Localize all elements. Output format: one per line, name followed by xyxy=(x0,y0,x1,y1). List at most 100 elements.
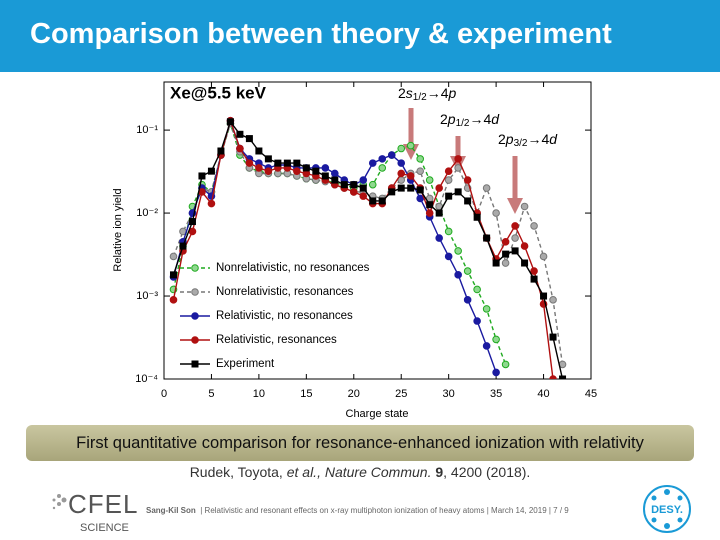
marker xyxy=(416,155,425,163)
marker xyxy=(331,169,339,178)
marker xyxy=(368,159,377,167)
legend-label: Nonrelativistic, no resonances xyxy=(216,262,370,274)
marker xyxy=(245,159,254,167)
marker xyxy=(492,259,500,267)
marker xyxy=(492,335,500,344)
marker xyxy=(530,267,538,275)
marker xyxy=(463,296,472,304)
x-tick-label: 40 xyxy=(537,388,549,400)
marker xyxy=(191,360,199,368)
marker xyxy=(321,172,329,180)
x-tick-label: 20 xyxy=(348,388,360,400)
footer: Sang-Kil Son | Relativistic and resonant… xyxy=(146,506,569,515)
marker xyxy=(549,333,557,341)
marker xyxy=(217,147,225,155)
marker xyxy=(539,252,548,261)
marker xyxy=(340,181,348,189)
plot-series xyxy=(169,116,567,379)
x-tick-label: 25 xyxy=(395,388,407,400)
marker xyxy=(435,184,443,192)
marker xyxy=(530,275,538,283)
marker xyxy=(473,285,481,294)
citation: Rudek, Toyota, et al., Nature Commun. 9,… xyxy=(189,464,531,480)
marker xyxy=(407,184,415,192)
marker xyxy=(359,176,368,184)
marker xyxy=(425,209,434,217)
marker xyxy=(454,247,462,255)
marker xyxy=(520,202,529,211)
marker xyxy=(236,130,244,138)
marker xyxy=(463,267,472,275)
x-axis-label: Charge state xyxy=(346,408,409,420)
marker xyxy=(321,164,330,172)
marker xyxy=(454,271,462,279)
slide-title: Comparison between theory & experiment xyxy=(30,18,612,50)
x-tick-label: 15 xyxy=(300,388,312,400)
marker xyxy=(283,159,291,167)
marker xyxy=(549,375,557,379)
marker xyxy=(207,167,215,175)
logo-subtext: SCIENCE xyxy=(80,522,129,534)
marker xyxy=(435,209,443,217)
marker xyxy=(359,184,367,192)
marker xyxy=(549,296,557,304)
marker xyxy=(492,368,500,377)
marker xyxy=(264,167,273,175)
marker xyxy=(274,159,282,167)
y-tick-label: 10⁻² xyxy=(136,207,158,219)
marker xyxy=(349,188,358,196)
marker xyxy=(559,375,567,379)
marker xyxy=(463,176,472,184)
marker xyxy=(416,167,425,175)
marker xyxy=(369,197,377,205)
annotation: 2p3/2→4d xyxy=(498,131,558,149)
annotation: 2s1/2→4p xyxy=(398,85,457,103)
desy-logo: DESY. xyxy=(643,485,691,533)
chart-title: Xe@5.5 keV xyxy=(170,83,267,102)
marker xyxy=(255,164,263,172)
marker xyxy=(501,360,510,369)
marker xyxy=(416,186,424,194)
legend-label: Nonrelativistic, resonances xyxy=(216,286,354,298)
marker xyxy=(444,167,453,175)
marker xyxy=(454,155,462,163)
marker xyxy=(191,288,199,296)
marker xyxy=(245,135,253,143)
marker xyxy=(482,305,491,313)
marker xyxy=(397,184,405,192)
marker xyxy=(406,172,415,180)
y-tick-label: 10⁻³ xyxy=(136,290,158,302)
marker xyxy=(387,151,396,159)
marker xyxy=(435,234,443,242)
marker xyxy=(473,213,481,221)
marker xyxy=(293,167,301,175)
annotation-arrows xyxy=(403,108,523,214)
marker xyxy=(473,317,481,325)
marker xyxy=(378,164,387,172)
marker xyxy=(191,264,199,272)
logo-text: DESY. xyxy=(651,504,683,516)
marker xyxy=(331,176,339,184)
marker xyxy=(444,227,453,236)
marker xyxy=(501,259,510,267)
marker xyxy=(501,238,510,246)
marker xyxy=(521,259,529,267)
marker xyxy=(444,176,453,184)
legend-label: Relativistic, no resonances xyxy=(216,310,353,322)
legend-label: Experiment xyxy=(216,358,275,370)
plot-frame xyxy=(163,81,592,380)
marker xyxy=(368,180,377,189)
legend-label: Relativistic, resonances xyxy=(216,334,337,346)
x-tick-label: 5 xyxy=(208,388,214,400)
x-tick-label: 30 xyxy=(443,388,455,400)
banner: First quantitative comparison for resona… xyxy=(26,425,694,461)
marker xyxy=(520,242,529,250)
chart: 2s1/2→4p 2p1/2→4d 2p3/2→4d Xe@5.5 keV Ch… xyxy=(112,81,597,420)
marker xyxy=(378,197,386,205)
marker xyxy=(226,118,234,126)
marker xyxy=(502,250,510,258)
marker xyxy=(454,188,462,196)
x-tick-label: 10 xyxy=(253,388,265,400)
marker xyxy=(540,292,548,300)
marker xyxy=(236,144,244,153)
